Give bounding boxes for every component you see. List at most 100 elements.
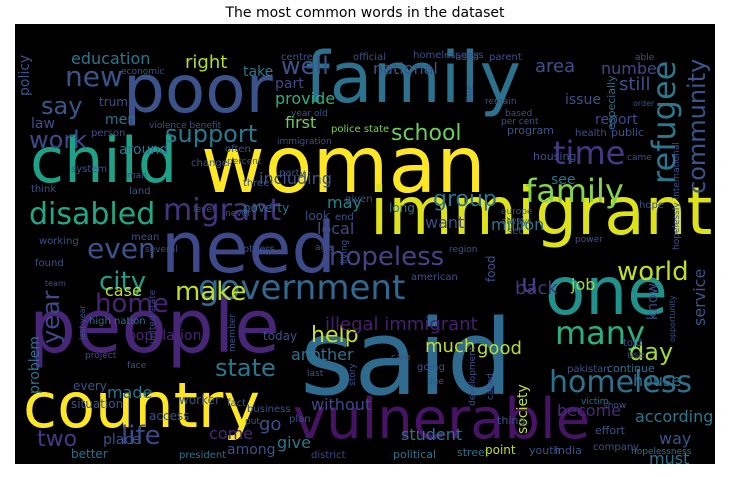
cloud-word: men (105, 112, 136, 128)
cloud-word: several (145, 245, 178, 255)
cloud-word: housing (533, 150, 576, 163)
cloud-word: every (73, 379, 107, 393)
cloud-word: immigrant (370, 173, 712, 250)
cloud-word: way (659, 429, 691, 448)
cloud-word: violence benefit (149, 121, 222, 131)
cloud-word: issue (565, 92, 601, 108)
cloud-word: company (593, 442, 639, 453)
cloud-word: person (91, 128, 125, 139)
cloud-word: last year (78, 304, 87, 340)
cloud-word: house (633, 371, 681, 390)
cloud-word: american (411, 272, 458, 283)
cloud-word: day (629, 338, 673, 366)
cloud-word: situation (71, 397, 123, 411)
cloud-word: national (373, 59, 438, 78)
cloud-word: high nation (89, 316, 146, 327)
cloud-word: world (617, 257, 689, 287)
cloud-word: worker (179, 393, 220, 407)
cloud-word: police state (331, 124, 389, 135)
cloud-word: people (29, 284, 280, 370)
cloud-word: immigration (277, 137, 332, 147)
cloud-word: today (263, 329, 297, 343)
cloud-word: student (401, 425, 462, 444)
cloud-word: poverty (243, 201, 289, 215)
cloud-word: used (455, 52, 479, 63)
cloud-word: may (327, 193, 362, 212)
cloud-word: india (555, 444, 582, 457)
cloud-word: parent (489, 52, 522, 63)
cloud-word: problem (27, 336, 43, 394)
cloud-word: centre (281, 52, 313, 63)
cloud-word: still (619, 74, 650, 95)
cloud-word: access (149, 409, 189, 423)
cloud-word: food (484, 255, 498, 282)
cloud-word: million (491, 215, 544, 234)
cloud-word: make (175, 277, 246, 307)
cloud-word: thing (497, 414, 525, 427)
cloud-word: called (486, 373, 496, 400)
cloud-word: group (433, 187, 497, 212)
cloud-word: came (627, 153, 652, 163)
cloud-word: face (127, 361, 147, 371)
cloud-word: number (601, 59, 664, 78)
cloud-word: opportunity (668, 295, 677, 342)
cloud-word: system (71, 164, 107, 175)
cloud-word: work (29, 126, 87, 154)
cloud-word: government (198, 268, 405, 308)
cloud-word: made (107, 383, 152, 402)
cloud-word: place (103, 432, 141, 448)
cloud-word: city (99, 267, 146, 297)
cloud-word: health (575, 128, 607, 139)
cloud-word: look (305, 209, 330, 223)
cloud-word: good (477, 338, 522, 359)
cloud-word: change (191, 158, 228, 169)
cloud-word: state (215, 354, 276, 382)
cloud-word: found (35, 258, 64, 269)
cloud-word: service (690, 269, 709, 326)
cloud-word: pakistan (567, 364, 610, 375)
cloud-word: effort (595, 424, 626, 437)
cloud-word: new (65, 60, 123, 93)
cloud-word: family (525, 172, 624, 210)
cloud-word: three (243, 178, 269, 189)
cloud-word: better (71, 447, 108, 461)
cloud-word: without (311, 395, 371, 414)
word-cloud: saidwomanpeoplecountryimmigrantfamilypoo… (15, 24, 715, 464)
cloud-word: right (185, 52, 227, 73)
cloud-word: end (335, 212, 354, 223)
cloud-word: working (39, 236, 79, 247)
cloud-word: official (353, 52, 386, 63)
cloud-word: including (259, 169, 332, 188)
cloud-word: hopelessness (631, 447, 692, 457)
cloud-word: given (345, 194, 373, 205)
cloud-word: last (307, 369, 324, 379)
cloud-word: told (623, 338, 642, 349)
chart-title: The most common words in the dataset (225, 5, 505, 21)
cloud-word: live (465, 84, 476, 102)
cloud-word: many (555, 314, 645, 352)
cloud-word: power (575, 235, 603, 245)
cloud-word: victim (581, 397, 609, 407)
cloud-word: region (449, 245, 477, 255)
cloud-word: going (417, 362, 445, 373)
cloud-word: part (275, 76, 304, 92)
cloud-word: policy (17, 55, 33, 96)
cloud-word: disabled (29, 197, 155, 232)
cloud-word: population (127, 328, 202, 344)
cloud-word: fact (227, 398, 246, 409)
cloud-word: life (121, 421, 161, 451)
cloud-word: able (635, 53, 655, 63)
cloud-word: land (129, 186, 151, 197)
cloud-word: help (311, 323, 359, 348)
cloud-word: much (425, 336, 475, 357)
cloud-word: area (535, 56, 575, 77)
cloud-word: due (427, 377, 444, 387)
cloud-word: need (161, 207, 336, 289)
cloud-word: never (225, 209, 251, 219)
cloud-word: one (545, 253, 668, 330)
cloud-word: education (71, 49, 150, 68)
cloud-word: school (391, 121, 462, 146)
cloud-word: poor (123, 51, 274, 128)
cloud-word: provide (275, 89, 335, 108)
cloud-word: country (23, 369, 260, 442)
